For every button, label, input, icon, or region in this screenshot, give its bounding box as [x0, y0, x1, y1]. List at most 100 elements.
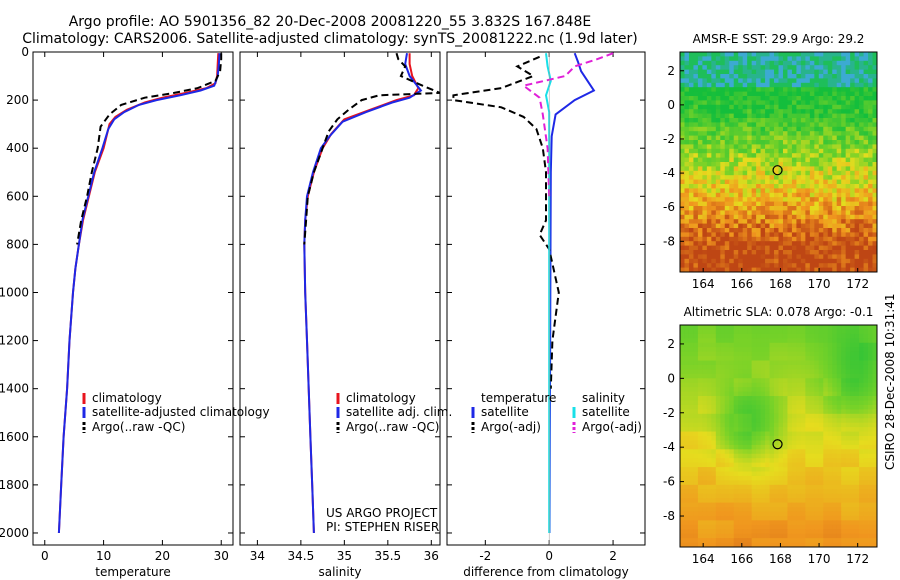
- map-cell: [868, 96, 873, 101]
- map-cell: [872, 104, 878, 110]
- map-cell: [832, 144, 838, 150]
- map-cell: [859, 413, 864, 419]
- map-cell: [693, 360, 699, 366]
- map-cell: [791, 144, 797, 150]
- map-cell: [684, 529, 690, 535]
- map-cell: [787, 87, 793, 92]
- map-cell: [778, 232, 784, 238]
- map-cell: [850, 373, 856, 379]
- map-cell: [765, 254, 770, 260]
- map-cell: [742, 228, 748, 233]
- map-cell: [702, 56, 708, 62]
- map-cell: [791, 396, 797, 401]
- map-cell: [809, 382, 815, 388]
- map-cell: [832, 422, 838, 428]
- map-cell: [684, 166, 690, 172]
- map-cell: [809, 197, 815, 202]
- map-cell: [800, 409, 806, 415]
- map-cell: [872, 56, 878, 62]
- map-cell: [733, 489, 739, 495]
- map-cell: [841, 449, 847, 455]
- map-cell: [738, 484, 744, 490]
- map-cell: [684, 329, 690, 335]
- map-cell: [850, 515, 856, 521]
- map-cell: [832, 347, 838, 353]
- map-cell: [769, 538, 775, 543]
- map-cell: [845, 250, 851, 255]
- x-tick-label: 36: [424, 549, 439, 563]
- map-cell: [850, 162, 856, 167]
- map-cell: [782, 475, 788, 481]
- map-cell: [791, 467, 797, 472]
- map-cell: [823, 400, 829, 406]
- map-cell: [791, 219, 797, 224]
- map-cell: [756, 427, 761, 432]
- map-cell: [796, 524, 802, 530]
- map-cell: [729, 219, 735, 224]
- map-cell: [765, 542, 770, 548]
- map-cell: [809, 333, 815, 339]
- map-cell: [688, 214, 694, 220]
- map-cell: [850, 245, 856, 251]
- map-cell: [809, 542, 815, 548]
- map-cell: [688, 241, 694, 246]
- map-cell: [742, 56, 748, 62]
- map-cell: [832, 333, 838, 339]
- map-cell: [742, 210, 748, 216]
- map-cell: [747, 458, 753, 464]
- map-cell: [818, 515, 824, 521]
- map-cell: [706, 364, 712, 370]
- map-cell: [774, 462, 779, 468]
- map-cell: [805, 206, 811, 211]
- map-cell: [782, 82, 788, 88]
- map-cell: [747, 65, 753, 70]
- map-cell: [836, 60, 842, 66]
- map-cell: [814, 418, 820, 424]
- map-cell: [733, 122, 739, 128]
- map-cell: [787, 201, 793, 207]
- map-cell: [738, 214, 744, 220]
- map-cell: [697, 223, 703, 229]
- map-cell: [774, 387, 779, 392]
- map-cell: [733, 409, 739, 415]
- map-cell: [832, 396, 838, 401]
- map-cell: [832, 223, 838, 229]
- map-cell: [836, 351, 842, 357]
- map-cell: [715, 329, 721, 335]
- map-cell: [800, 131, 806, 136]
- map-cell: [706, 78, 712, 84]
- map-cell: [872, 422, 878, 428]
- map-cell: [720, 373, 726, 379]
- map-cell: [787, 109, 793, 114]
- map-cell: [751, 78, 757, 84]
- map-cell: [809, 458, 815, 464]
- map-cell: [782, 126, 788, 132]
- map-cell: [809, 148, 815, 154]
- map-cell: [805, 369, 811, 375]
- map-cell: [818, 140, 824, 145]
- map-cell: [859, 96, 864, 101]
- map-cell: [854, 223, 860, 229]
- map-cell: [805, 170, 811, 176]
- map-cell: [742, 170, 748, 176]
- map-cell: [854, 113, 860, 119]
- map-cell: [774, 175, 779, 180]
- map-cell: [800, 91, 806, 97]
- map-cell: [782, 100, 788, 106]
- map-cell: [684, 197, 690, 202]
- map-cell: [733, 533, 739, 539]
- map-cell: [814, 502, 820, 508]
- map-cell: [711, 201, 717, 207]
- map-cell: [836, 449, 842, 455]
- map-cell: [702, 338, 708, 344]
- map-cell: [800, 436, 806, 441]
- map-cell: [702, 188, 708, 194]
- map-cell: [818, 338, 824, 344]
- map-cell: [738, 153, 744, 158]
- map-cell: [841, 396, 847, 401]
- map-cell: [800, 498, 806, 503]
- map-cell: [680, 342, 685, 348]
- map-cell: [863, 471, 869, 477]
- map-cell: [814, 462, 820, 468]
- map-cell: [845, 245, 851, 251]
